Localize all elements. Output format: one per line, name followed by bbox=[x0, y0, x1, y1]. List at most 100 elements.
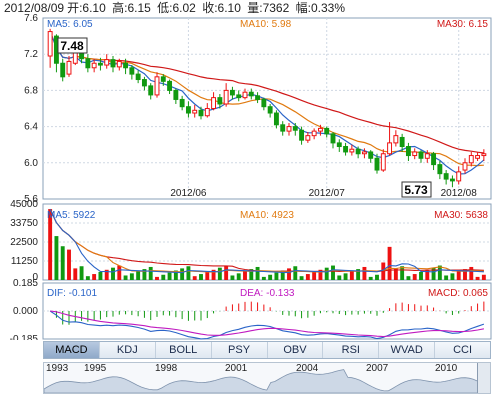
tab-wvad[interactable]: WVAD bbox=[379, 342, 436, 358]
candle bbox=[431, 153, 437, 166]
timeline-year: 2007 bbox=[366, 363, 389, 374]
candle bbox=[261, 98, 267, 108]
candle bbox=[399, 136, 405, 148]
volume-bar bbox=[236, 273, 241, 280]
volume-bar bbox=[98, 271, 103, 280]
candle bbox=[317, 127, 323, 132]
candle bbox=[110, 59, 116, 68]
quote-low: 低:6.02 bbox=[157, 1, 196, 15]
tab-obv[interactable]: OBV bbox=[267, 342, 324, 358]
volume-bar bbox=[104, 269, 109, 280]
candle bbox=[280, 124, 286, 132]
candle bbox=[286, 126, 292, 132]
volume-bar bbox=[463, 269, 467, 280]
candle bbox=[229, 89, 235, 96]
candle bbox=[324, 127, 330, 135]
volume-bar bbox=[142, 269, 147, 280]
candle bbox=[456, 171, 462, 182]
high-annotation: 7.48 bbox=[60, 39, 84, 53]
candle bbox=[255, 95, 261, 100]
price-y-tick: 6.8 bbox=[24, 85, 38, 96]
tab-rsi[interactable]: RSI bbox=[323, 342, 380, 358]
history-timeline[interactable]: 1993 1995 1998 2001 2004 2007 2010 bbox=[43, 362, 491, 394]
timeline-drag-handle[interactable] bbox=[477, 363, 490, 393]
volume-bar bbox=[331, 265, 335, 280]
volume-bar bbox=[393, 268, 398, 280]
candle bbox=[424, 153, 430, 159]
volume-bar bbox=[387, 246, 392, 280]
candle bbox=[305, 135, 311, 141]
quote-close: 收:6.10 bbox=[202, 1, 241, 15]
volume-panel: 45000 33750 22500 11250 0 MA5: 5922 MA10: 49… bbox=[10, 199, 492, 283]
volume-bar bbox=[180, 268, 185, 280]
volume-bar bbox=[324, 267, 329, 280]
quote-header: 2012/08/09 开:6.10 高:6.15 低:6.02 收:6.10 量:… bbox=[0, 0, 495, 18]
candle bbox=[418, 151, 424, 159]
volume-y-tick: 11250 bbox=[11, 256, 39, 267]
quote-high: 高:6.15 bbox=[112, 1, 151, 15]
price-y-tick: 7.6 bbox=[24, 13, 38, 24]
volume-bar bbox=[167, 272, 172, 280]
low-annotation: 5.73 bbox=[404, 183, 428, 197]
volume-ma10-label: MA10: 4923 bbox=[240, 210, 294, 221]
price-x-tick: 2012/07 bbox=[309, 188, 346, 199]
volume-bar bbox=[481, 274, 486, 280]
tab-cci[interactable]: CCI bbox=[435, 342, 490, 358]
volume-bar bbox=[192, 276, 197, 280]
candle bbox=[449, 178, 455, 182]
candle bbox=[185, 106, 191, 114]
price-ma5-label: MA5: 6.05 bbox=[47, 19, 93, 30]
timeline-year: 1998 bbox=[155, 363, 178, 374]
tab-boll[interactable]: BOLL bbox=[155, 342, 212, 358]
volume-y-tick: 45000 bbox=[10, 199, 38, 210]
candle bbox=[387, 142, 393, 155]
volume-bar bbox=[375, 274, 379, 280]
candle bbox=[248, 91, 254, 97]
candle bbox=[393, 135, 399, 144]
timeline-year: 2001 bbox=[225, 363, 248, 374]
candle bbox=[123, 62, 129, 69]
volume-bar bbox=[280, 270, 285, 280]
candle bbox=[179, 98, 185, 108]
volume-bar bbox=[217, 267, 222, 280]
volume-bar bbox=[356, 269, 361, 280]
low-annotation-box bbox=[401, 181, 432, 198]
candle bbox=[217, 97, 223, 105]
candle bbox=[273, 112, 279, 126]
volume-ma10-line bbox=[49, 208, 484, 273]
volume-bar bbox=[419, 271, 423, 280]
candle bbox=[368, 151, 374, 159]
indicator-tabs: MACD KDJ BOLL PSY OBV RSI WVAD CCI bbox=[43, 341, 491, 359]
volume-bar bbox=[224, 265, 229, 280]
volume-bar bbox=[85, 276, 90, 280]
volume-bar bbox=[161, 274, 166, 280]
volume-bar bbox=[155, 276, 159, 280]
tab-psy[interactable]: PSY bbox=[211, 342, 268, 358]
volume-bar bbox=[312, 271, 317, 280]
tab-kdj[interactable]: KDJ bbox=[99, 342, 156, 358]
candle bbox=[223, 89, 229, 105]
candle bbox=[292, 126, 298, 131]
volume-bar bbox=[268, 274, 273, 280]
candle bbox=[330, 133, 336, 144]
candle bbox=[85, 58, 91, 69]
candle bbox=[374, 157, 380, 171]
volume-bar bbox=[54, 236, 59, 280]
macd-dea-label: DEA: -0.133 bbox=[240, 288, 295, 299]
candle bbox=[66, 60, 72, 75]
volume-bar bbox=[136, 271, 141, 280]
candle bbox=[299, 129, 305, 141]
macd-y-tick: -0.185 bbox=[10, 334, 39, 340]
volume-bar bbox=[67, 249, 71, 280]
volume-bar bbox=[456, 271, 461, 280]
price-x-tick: 2012/06 bbox=[170, 188, 207, 199]
candle bbox=[148, 85, 154, 96]
volume-bar bbox=[305, 274, 310, 280]
volume-ma5-line bbox=[49, 208, 484, 274]
price-y-tick: 7.2 bbox=[24, 49, 38, 60]
price-frame bbox=[42, 17, 492, 200]
volume-bar bbox=[406, 276, 411, 280]
candle bbox=[443, 173, 449, 180]
tab-macd[interactable]: MACD bbox=[44, 342, 100, 358]
